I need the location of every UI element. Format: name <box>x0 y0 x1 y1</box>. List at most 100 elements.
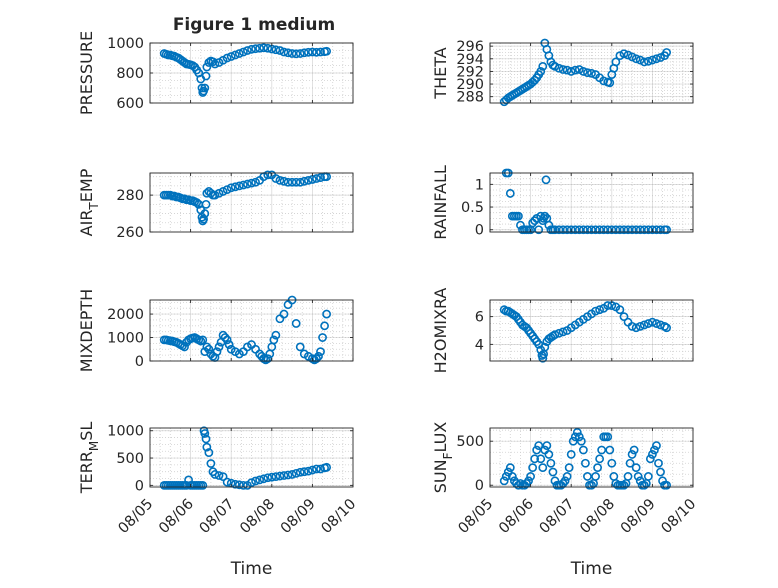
subplot-rainfall-point <box>578 225 588 235</box>
subplot-theta-point <box>570 65 580 75</box>
subplot-sun_flux-ytick-label: 500 <box>456 434 484 450</box>
subplot-sun_flux-point <box>546 458 556 468</box>
subplot-air_temp-point <box>283 177 293 187</box>
subplot-theta-point <box>643 56 653 66</box>
subplot-pressure-point <box>271 45 281 55</box>
subplot-rainfall-point <box>623 225 633 235</box>
subplot-pressure-point <box>307 47 317 57</box>
subplot-pressure-point <box>201 71 211 81</box>
subplot-h2omixra-point <box>540 342 550 352</box>
subplot-theta-point <box>578 67 588 76</box>
subplot-air_temp-ytick-label: 260 <box>116 225 144 241</box>
subplot-terr_msl-point <box>200 429 210 438</box>
subplot-terr_msl-ylabel: TERRMSL <box>77 422 101 495</box>
subplot-mixdepth-point <box>291 319 301 328</box>
subplot-sun_flux-point <box>643 472 653 481</box>
subplot-sun_flux-point <box>574 432 584 442</box>
subplot-terr_msl-point <box>184 475 193 485</box>
subplot-sun_flux-point <box>501 472 511 481</box>
subplot-theta-ytick-label: 290 <box>456 77 484 93</box>
subplot-rainfall-point <box>591 225 600 235</box>
subplot-theta-point <box>536 67 546 76</box>
subplot-air_temp-point <box>291 177 301 187</box>
subplot-theta-point <box>550 61 560 71</box>
subplot-theta-point <box>656 53 665 62</box>
subplot-rainfall-ylabel: RAINFALL <box>431 165 450 240</box>
subplot-mixdepth-axes-box <box>149 299 354 362</box>
subplot-rainfall-plot-area <box>490 173 693 232</box>
subplot-h2omixra-point <box>635 321 645 331</box>
subplot-sun_flux-point <box>629 445 639 455</box>
subplot-air_temp-point <box>210 190 220 200</box>
subplot-terr_msl-point <box>291 468 301 478</box>
subplot-pressure-point <box>279 47 289 57</box>
subplot-theta-point <box>554 63 564 73</box>
subplot-air_temp-point <box>243 179 252 189</box>
subplot-mixdepth: 0 1000 2000 MIXDEPTH <box>77 289 354 372</box>
subplot-sun_flux-point <box>623 472 633 481</box>
subplot-rainfall-point <box>554 225 564 235</box>
subplot-h2omixra-point <box>554 328 564 338</box>
subplot-rainfall-ytick-label: 1 <box>475 177 484 193</box>
subplot-mixdepth-point <box>214 342 224 352</box>
subplot-air_temp-point <box>287 177 297 187</box>
subplot-rainfall-point <box>566 225 576 235</box>
subplot-h2omixra-point <box>631 323 641 333</box>
subplot-h2omixra-ylabel: H2OMIXRA <box>431 288 450 374</box>
subplot-terr_msl-point <box>307 465 317 475</box>
subplot-mixdepth-point <box>212 347 222 357</box>
subplot-terr_msl-point <box>251 476 260 486</box>
subplot-sun_flux-point <box>650 445 659 455</box>
subplot-sun_flux-point <box>631 463 641 473</box>
subplot-sun_flux-xlabel: Time <box>570 559 613 579</box>
subplot-pressure-ticks <box>149 42 354 104</box>
subplot-sun_flux-point <box>578 445 588 455</box>
subplot-mixdepth-point <box>314 351 323 361</box>
subplot-rainfall-axes-box <box>489 172 694 233</box>
subplot-mixdepth-series <box>159 295 332 365</box>
subplot-h2omixra-point <box>648 317 657 327</box>
subplot-air_temp-point <box>234 181 244 191</box>
subplot-pressure-ylabel: PRESSURE <box>77 31 96 115</box>
subplot-h2omixra-ytick-label: 6 <box>475 310 484 326</box>
subplot-sun_flux-point <box>538 463 548 473</box>
subplot-sun_flux-point <box>528 463 538 473</box>
subplot-h2omixra-point <box>603 301 613 310</box>
subplot-terr_msl-point <box>255 475 265 485</box>
subplot-pressure-point <box>283 48 293 58</box>
subplot-h2omixra-point <box>595 305 605 315</box>
subplot-air_temp: 260 280 AIRTEMP <box>77 168 354 241</box>
subplot-terr_msl-ticks <box>149 428 354 487</box>
subplot-sun_flux-point <box>526 472 535 481</box>
subplot-h2omixra-point <box>538 353 548 363</box>
subplot-terr_msl-point <box>299 467 309 477</box>
subplot-air_temp-point <box>251 177 260 187</box>
subplot-terr_msl-point <box>182 480 191 490</box>
subplot-terr_msl-point <box>214 471 224 480</box>
subplot-mixdepth-point <box>222 335 232 345</box>
subplot-rainfall-point <box>639 225 649 235</box>
subplot-air_temp-point <box>303 175 313 185</box>
subplot-terr_msl-point <box>206 459 216 468</box>
subplot-sun_flux-xtick-label: 08/08 <box>577 496 618 537</box>
subplot-terr_msl-point <box>267 472 277 482</box>
subplot-mixdepth-point <box>263 354 273 364</box>
subplot-rainfall-point <box>583 225 592 235</box>
subplot-pressure-point <box>238 47 248 57</box>
subplot-pressure-point <box>226 52 236 61</box>
subplot-sun_flux-xtick-label: 08/09 <box>618 496 659 537</box>
subplot-rainfall-point <box>534 225 544 235</box>
subplot-sun_flux-point <box>587 480 596 490</box>
subplot-pressure-point <box>275 46 285 55</box>
subplot-sun_flux-point <box>583 472 592 481</box>
subplot-sun_flux-point <box>597 445 607 455</box>
subplot-h2omixra-minor-grid <box>490 300 693 361</box>
subplot-sun_flux-point <box>530 454 540 464</box>
subplot-h2omixra-point <box>652 319 661 328</box>
subplot-mixdepth-point <box>320 321 329 331</box>
subplot-rainfall-point <box>595 225 605 235</box>
subplot-air_temp-axes-box <box>149 172 354 233</box>
subplot-sun_flux-point <box>499 476 509 486</box>
